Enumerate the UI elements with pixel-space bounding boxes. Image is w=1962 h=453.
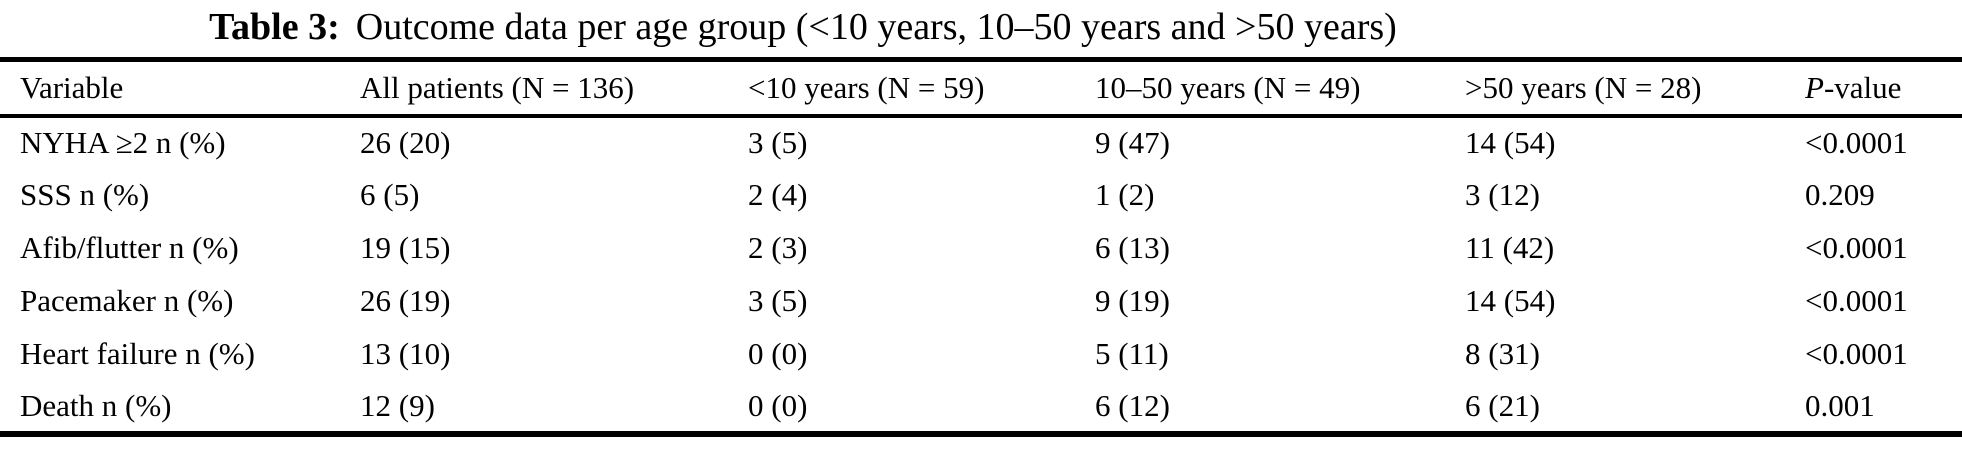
- table-cell: 14 (54): [1465, 283, 1556, 318]
- table-row-pacemaker: Pacemaker n (%) 26 (19) 3 (5) 9 (19) 14 …: [0, 275, 1962, 328]
- table-row-heart-failure: Heart failure n (%) 13 (10) 0 (0) 5 (11)…: [0, 328, 1962, 381]
- table-cell: 11 (42): [1465, 230, 1555, 265]
- table-cell: 8 (31): [1465, 336, 1540, 371]
- column-header-under-10: <10 years (N = 59): [748, 69, 985, 105]
- table-cell: 26 (20): [360, 125, 451, 160]
- table-number-label: Table 3:: [209, 6, 340, 48]
- column-header-10-50: 10–50 years (N = 49): [1095, 69, 1361, 105]
- row-label: Heart failure n (%): [20, 336, 255, 371]
- table-row-nyha: NYHA ≥2 n (%) 26 (20) 3 (5) 9 (47) 14 (5…: [0, 116, 1962, 169]
- row-label: Afib/flutter n (%): [20, 230, 239, 265]
- table-cell: 0 (0): [748, 336, 808, 371]
- table-cell: 9 (19): [1095, 283, 1170, 318]
- table-cell: <0.0001: [1805, 283, 1908, 318]
- table-caption-text: Outcome data per age group (<10 years, 1…: [355, 6, 1397, 48]
- table-cell: 6 (12): [1095, 387, 1170, 423]
- table-cell: 0.209: [1805, 177, 1875, 212]
- pvalue-rest: -value: [1823, 69, 1902, 105]
- row-label: SSS n (%): [20, 177, 150, 212]
- table-cell: 0 (0): [748, 387, 808, 423]
- table-cell: 13 (10): [360, 336, 451, 371]
- row-label: NYHA ≥2 n (%): [20, 125, 226, 160]
- column-header-over-50: >50 years (N = 28): [1465, 69, 1702, 105]
- table-cell: 26 (19): [360, 283, 451, 318]
- table-cell: 6 (21): [1465, 387, 1540, 423]
- row-label: Pacemaker n (%): [20, 283, 234, 318]
- table-cell: 3 (5): [748, 125, 808, 160]
- header-row: Variable All patients (N = 136) <10 year…: [0, 60, 1962, 116]
- table-cell: 14 (54): [1465, 125, 1556, 160]
- table-cell: 1 (2): [1095, 177, 1155, 212]
- table-cell: <0.0001: [1805, 125, 1908, 160]
- table-cell: <0.0001: [1805, 230, 1908, 265]
- table-cell: <0.0001: [1805, 336, 1908, 371]
- table-cell: 6 (5): [360, 177, 420, 212]
- column-header-all-patients: All patients (N = 136): [360, 69, 635, 105]
- table-cell: 12 (9): [360, 387, 435, 423]
- table-cell: 0.001: [1805, 387, 1875, 423]
- table-cell: 2 (3): [748, 230, 808, 265]
- table-cell: 19 (15): [360, 230, 451, 265]
- table-caption: Table 3: Outcome data per age group (<10 …: [0, 0, 1606, 57]
- table-row-death: Death n (%) 12 (9) 0 (0) 6 (12) 6 (21) 0…: [0, 381, 1962, 434]
- table-cell: 3 (5): [748, 283, 808, 318]
- table-cell: 9 (47): [1095, 125, 1170, 160]
- table-cell: 6 (13): [1095, 230, 1170, 265]
- outcome-table: Variable All patients (N = 136) <10 year…: [0, 57, 1962, 437]
- row-label: Death n (%): [20, 387, 172, 423]
- table-cell: 5 (11): [1095, 336, 1169, 371]
- table-cell: 3 (12): [1465, 177, 1540, 212]
- table-figure: Table 3: Outcome data per age group (<10 …: [0, 0, 1962, 437]
- table-cell: 2 (4): [748, 177, 808, 212]
- table-row-afib-flutter: Afib/flutter n (%) 19 (15) 2 (3) 6 (13) …: [0, 222, 1962, 275]
- column-header-variable: Variable: [20, 69, 124, 105]
- column-header-pvalue: P-value: [1805, 60, 1962, 116]
- pvalue-italic-p: P: [1805, 69, 1824, 105]
- table-row-sss: SSS n (%) 6 (5) 2 (4) 1 (2) 3 (12) 0.209: [0, 169, 1962, 222]
